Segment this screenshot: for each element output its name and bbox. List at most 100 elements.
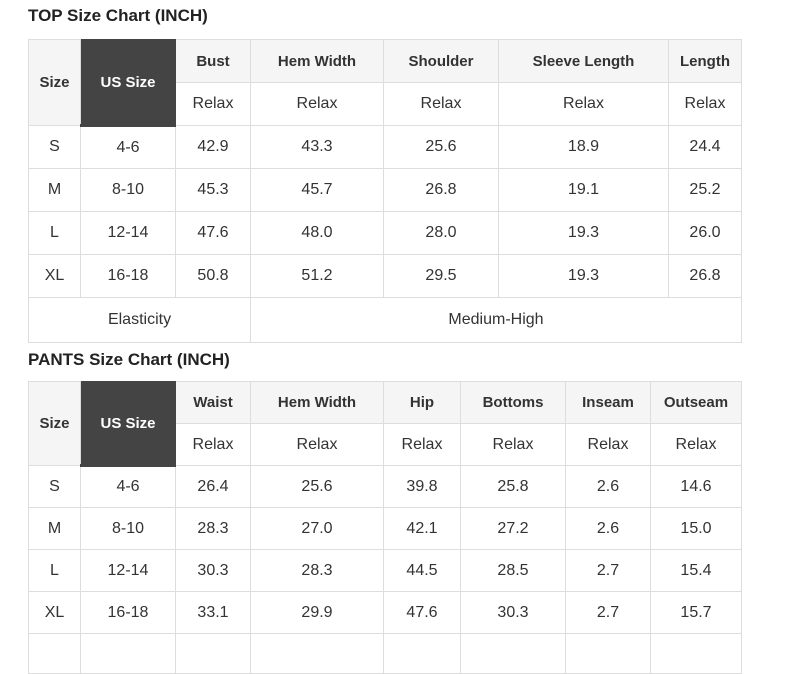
value-cell: 2.7 — [565, 549, 651, 592]
value-cell: 43.3 — [250, 125, 384, 169]
value-cell: 15.7 — [650, 591, 742, 634]
col-header-inseam: Inseam — [565, 381, 651, 424]
us-size-cell: 4-6 — [80, 465, 176, 508]
value-cell: 30.3 — [460, 591, 566, 634]
table-row: M 8-10 45.3 45.7 26.8 19.1 25.2 — [28, 168, 742, 212]
top-fit-row: Relax Relax Relax Relax Relax — [29, 82, 742, 126]
table-row: M 8-10 28.3 27.0 42.1 27.2 2.6 15.0 — [28, 507, 742, 550]
us-size-cell: 16-18 — [80, 254, 176, 298]
elasticity-value-cell: Medium-High — [250, 297, 742, 343]
value-cell: 2.7 — [565, 591, 651, 634]
size-cell: S — [28, 465, 81, 508]
value-cell: 28.5 — [460, 549, 566, 592]
table-row: XL 16-18 33.1 29.9 47.6 30.3 2.7 15.7 — [28, 591, 742, 634]
size-cell: S — [28, 125, 81, 169]
size-cell: XL — [28, 254, 81, 298]
value-cell: 44.5 — [383, 549, 461, 592]
table-row: L 12-14 30.3 28.3 44.5 28.5 2.7 15.4 — [28, 549, 742, 592]
col-header-bottoms: Bottoms — [460, 381, 566, 424]
value-cell: 18.9 — [498, 125, 669, 169]
fit-cell: Relax — [650, 423, 742, 466]
fit-cell: Relax — [175, 423, 251, 466]
value-cell: 19.3 — [498, 211, 669, 255]
pants-header-row: Size US Size Waist Hem Width Hip Bottoms… — [28, 381, 742, 467]
value-cell: 25.8 — [460, 465, 566, 508]
value-cell: 33.1 — [175, 591, 251, 634]
size-cell: XL — [28, 591, 81, 634]
value-cell: 28.3 — [175, 507, 251, 550]
table-row: XL 16-18 50.8 51.2 29.5 19.3 26.8 — [28, 254, 742, 298]
fit-cell: Relax — [460, 423, 566, 466]
value-cell: 47.6 — [383, 591, 461, 634]
col-header-hem-width: Hem Width — [250, 381, 384, 424]
size-cell: M — [28, 507, 81, 550]
col-header-shoulder: Shoulder — [383, 39, 499, 83]
pants-size-table: Size US Size Waist Hem Width Hip Bottoms… — [28, 381, 742, 674]
col-header-us-size: US Size — [80, 39, 176, 127]
col-header-outseam: Outseam — [650, 381, 742, 424]
elasticity-row: Elasticity Medium-High — [28, 297, 742, 343]
col-header-waist: Waist — [175, 381, 251, 424]
fit-cell: Relax — [383, 82, 499, 126]
value-cell: 28.3 — [250, 549, 384, 592]
value-cell: 45.3 — [175, 168, 251, 212]
fit-cell: Relax — [383, 423, 461, 466]
fit-cell: Relax — [668, 82, 742, 126]
elasticity-label-cell: Elasticity — [28, 297, 251, 343]
fit-cell: Relax — [175, 82, 251, 126]
value-cell: 45.7 — [250, 168, 384, 212]
value-cell: 29.5 — [383, 254, 499, 298]
value-cell: 27.0 — [250, 507, 384, 550]
value-cell: 27.2 — [460, 507, 566, 550]
us-size-cell: 12-14 — [80, 211, 176, 255]
fit-cell: Relax — [498, 82, 669, 126]
us-size-cell: 8-10 — [80, 507, 176, 550]
fit-cell: Relax — [250, 82, 384, 126]
col-header-us-size: US Size — [80, 381, 176, 467]
col-header-bust: Bust — [175, 39, 251, 83]
us-size-cell: 16-18 — [80, 591, 176, 634]
top-chart-title: TOP Size Chart (INCH) — [28, 6, 208, 25]
value-cell: 25.6 — [250, 465, 384, 508]
value-cell: 26.0 — [668, 211, 742, 255]
value-cell: 26.8 — [383, 168, 499, 212]
col-header-size: Size — [28, 381, 81, 466]
us-size-cell: 12-14 — [80, 549, 176, 592]
value-cell: 14.6 — [650, 465, 742, 508]
value-cell: 2.6 — [565, 507, 651, 550]
value-cell: 25.6 — [383, 125, 499, 169]
size-cell: L — [28, 549, 81, 592]
value-cell: 2.6 — [565, 465, 651, 508]
value-cell: 19.1 — [498, 168, 669, 212]
col-header-hem-width: Hem Width — [250, 39, 384, 83]
value-cell: 42.9 — [175, 125, 251, 169]
value-cell: 42.1 — [383, 507, 461, 550]
value-cell: 47.6 — [175, 211, 251, 255]
col-header-size: Size — [28, 39, 81, 126]
table-row: S 4-6 26.4 25.6 39.8 25.8 2.6 14.6 — [28, 465, 742, 508]
size-cell: M — [28, 168, 81, 212]
us-size-cell: 8-10 — [80, 168, 176, 212]
pants-fit-row: Relax Relax Relax Relax Relax Relax — [29, 423, 742, 466]
value-cell: 15.0 — [650, 507, 742, 550]
value-cell: 29.9 — [250, 591, 384, 634]
value-cell: 19.3 — [498, 254, 669, 298]
top-size-chart-section: TOP Size Chart (INCH) Size US Size Bust … — [28, 6, 785, 343]
col-header-length: Length — [668, 39, 742, 83]
us-size-cell: 4-6 — [80, 125, 176, 169]
col-header-hip: Hip — [383, 381, 461, 424]
pants-chart-title: PANTS Size Chart (INCH) — [28, 350, 230, 369]
value-cell: 24.4 — [668, 125, 742, 169]
value-cell: 30.3 — [175, 549, 251, 592]
table-row: L 12-14 47.6 48.0 28.0 19.3 26.0 — [28, 211, 742, 255]
size-cell: L — [28, 211, 81, 255]
value-cell: 51.2 — [250, 254, 384, 298]
fit-cell: Relax — [565, 423, 651, 466]
value-cell: 26.8 — [668, 254, 742, 298]
pants-size-chart-section: PANTS Size Chart (INCH) Size US Size Wai… — [28, 350, 785, 674]
value-cell: 28.0 — [383, 211, 499, 255]
value-cell: 25.2 — [668, 168, 742, 212]
value-cell: 48.0 — [250, 211, 384, 255]
value-cell: 15.4 — [650, 549, 742, 592]
table-row: S 4-6 42.9 43.3 25.6 18.9 24.4 — [28, 125, 742, 169]
